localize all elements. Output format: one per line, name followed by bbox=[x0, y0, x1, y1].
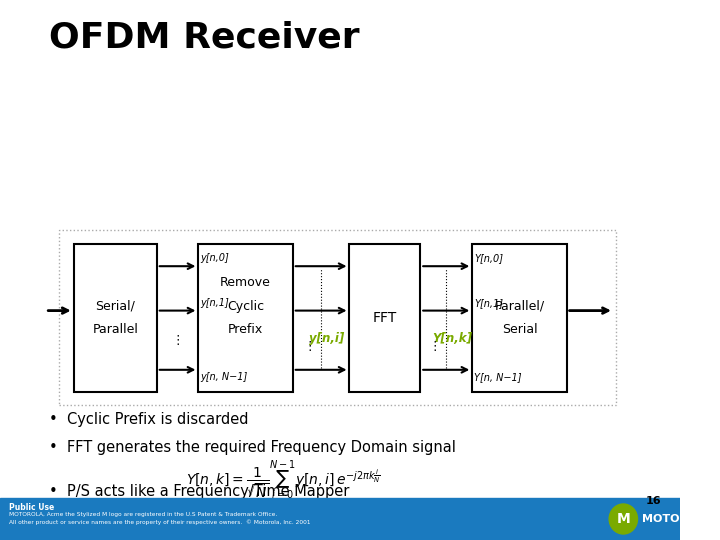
Text: $Y[n,k] = \dfrac{1}{\sqrt{N}} \sum_{i=0}^{N-1} y[n,i]\, e^{-j2\pi k\frac{i}{N}}$: $Y[n,k] = \dfrac{1}{\sqrt{N}} \sum_{i=0}… bbox=[186, 458, 381, 502]
Text: y[n,1]: y[n,1] bbox=[200, 298, 229, 308]
Text: y[n,0]: y[n,0] bbox=[200, 253, 229, 263]
Text: •  FFT generates the required Frequency Domain signal: • FFT generates the required Frequency D… bbox=[49, 440, 456, 455]
Text: •  P/S acts like a Frequency/Time Mapper: • P/S acts like a Frequency/Time Mapper bbox=[49, 484, 349, 499]
Bar bbox=[58, 230, 616, 405]
Text: Parallel/: Parallel/ bbox=[495, 300, 544, 313]
Text: ⋮: ⋮ bbox=[304, 340, 316, 353]
Text: ⋮: ⋮ bbox=[428, 340, 441, 353]
Text: Parallel: Parallel bbox=[92, 323, 138, 336]
Text: Cyclic: Cyclic bbox=[227, 300, 264, 313]
Text: 16: 16 bbox=[646, 496, 661, 506]
Text: Serial/: Serial/ bbox=[95, 300, 135, 313]
Text: OFDM Receiver: OFDM Receiver bbox=[49, 20, 360, 54]
Text: Y[n,0]: Y[n,0] bbox=[474, 253, 503, 263]
Circle shape bbox=[609, 504, 637, 534]
Text: ⋮: ⋮ bbox=[171, 334, 184, 347]
Bar bbox=[349, 244, 420, 392]
Text: Y[n, N−1]: Y[n, N−1] bbox=[474, 372, 521, 382]
Text: MOTOROLA, Acme the Stylized M logo are registered in the U.S Patent & Trademark : MOTOROLA, Acme the Stylized M logo are r… bbox=[9, 512, 311, 525]
Text: Serial: Serial bbox=[502, 323, 537, 336]
Bar bbox=[0, 498, 680, 540]
Text: Prefix: Prefix bbox=[228, 323, 264, 336]
Text: Public Use: Public Use bbox=[9, 503, 55, 512]
Text: Remove: Remove bbox=[220, 276, 271, 289]
Text: MOTOROLA: MOTOROLA bbox=[642, 514, 714, 524]
Text: FFT: FFT bbox=[373, 311, 397, 325]
Text: M: M bbox=[616, 512, 630, 526]
Text: Y[n,1]: Y[n,1] bbox=[474, 298, 503, 308]
Text: y[n,i]: y[n,i] bbox=[309, 332, 344, 345]
Bar bbox=[73, 244, 157, 392]
Text: y[n, N−1]: y[n, N−1] bbox=[200, 372, 248, 382]
Text: Y[n,k]: Y[n,k] bbox=[432, 332, 472, 345]
Bar bbox=[198, 244, 293, 392]
Bar bbox=[472, 244, 567, 392]
Text: •  Cyclic Prefix is discarded: • Cyclic Prefix is discarded bbox=[49, 412, 248, 427]
